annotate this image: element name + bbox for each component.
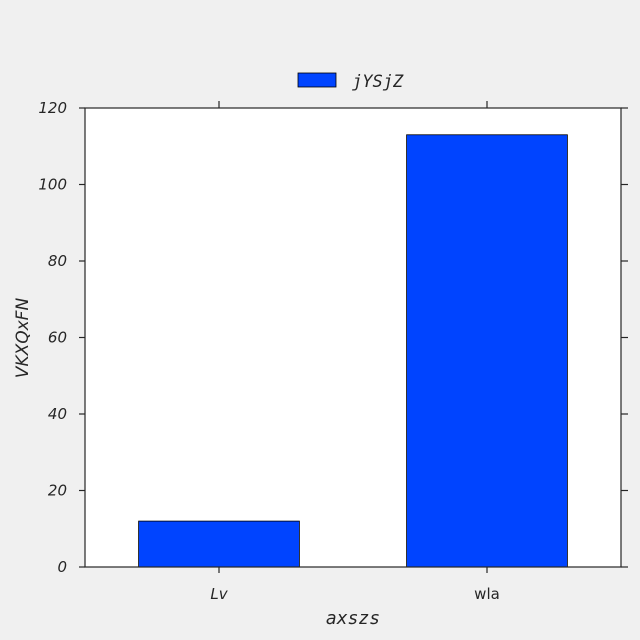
ticks-layer: Lv wla 0 20 40 60 80 100 120 bbox=[38, 99, 628, 603]
x-tick-label: wla bbox=[474, 585, 500, 603]
y-tick-label: 20 bbox=[48, 482, 67, 500]
legend-swatch bbox=[297, 72, 337, 88]
bar-Lv bbox=[138, 520, 300, 568]
y-tick-label: 100 bbox=[38, 176, 67, 194]
y-tick-label: 0 bbox=[57, 558, 67, 576]
y-tick-label: 120 bbox=[38, 99, 67, 117]
legend-label: jYSjZ bbox=[352, 72, 404, 92]
y-tick-label: 60 bbox=[48, 329, 67, 347]
plot-frame bbox=[84, 107, 622, 568]
x-tick-label: Lv bbox=[210, 585, 228, 603]
x-axis-title: axszs bbox=[326, 608, 380, 629]
y-tick-label: 40 bbox=[48, 405, 67, 423]
y-tick-label: 80 bbox=[48, 252, 67, 270]
bar-wla bbox=[406, 134, 568, 568]
y-axis-title: VKXQxFN bbox=[13, 298, 33, 379]
bars-layer bbox=[138, 134, 568, 568]
legend: jYSjZ bbox=[297, 72, 404, 92]
